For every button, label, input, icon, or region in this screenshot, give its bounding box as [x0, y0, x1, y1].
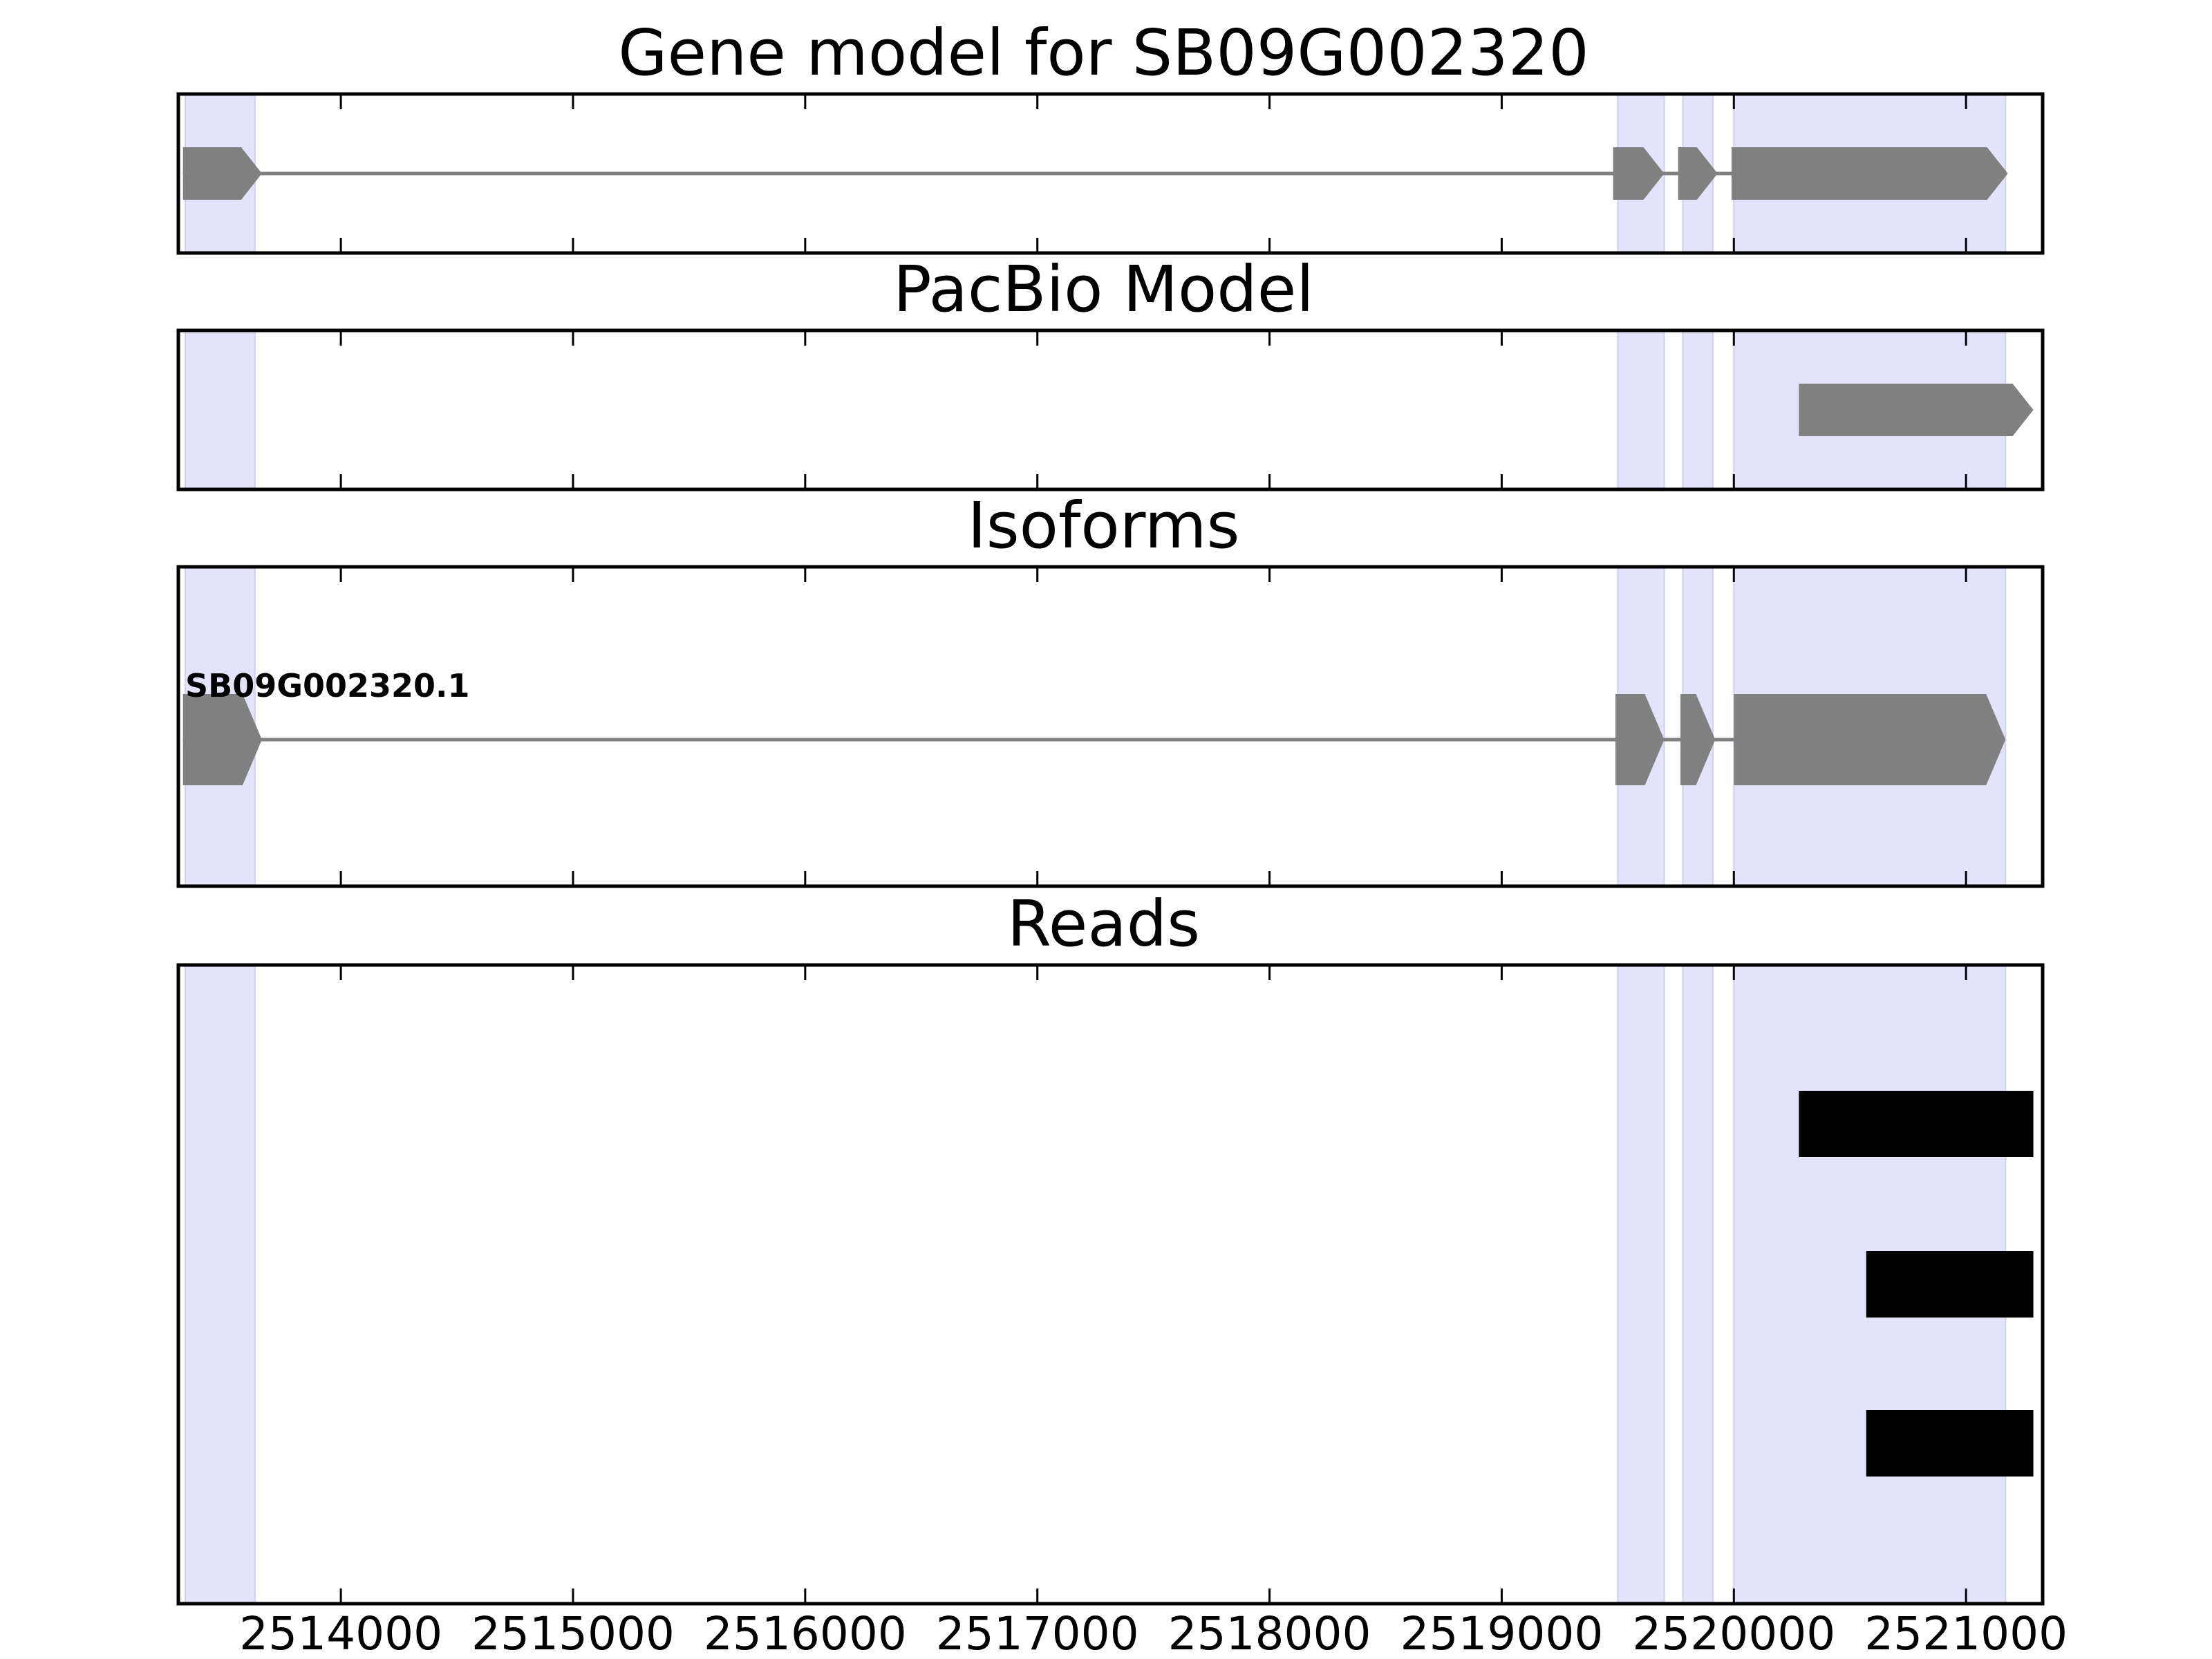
x-tick-label: 2519000	[1400, 1607, 1603, 1659]
x-tick-label: 2520000	[1632, 1607, 1835, 1659]
panel-frame	[176, 963, 2045, 1606]
exon-block	[1678, 147, 1718, 200]
x-tick-label: 2518000	[1168, 1607, 1371, 1659]
exon-block	[1680, 694, 1716, 785]
x-tick-label: 2521000	[1864, 1607, 2068, 1659]
exon-block	[1615, 694, 1665, 785]
isoform-label: SB09G002320.1	[185, 667, 469, 704]
panel-frame	[176, 92, 2045, 255]
exon-highlight-band	[185, 330, 256, 490]
exon-highlight-band	[185, 964, 256, 1604]
panel-1: PacBio Model	[176, 252, 2045, 491]
read-bar	[1799, 1091, 2034, 1157]
exon-highlight-band	[1682, 964, 1714, 1604]
exon-highlight-band	[1682, 330, 1714, 490]
read-bar	[1866, 1410, 2034, 1477]
x-tick-label: 2515000	[471, 1607, 675, 1659]
panel-title: Reads	[1007, 887, 1200, 961]
exon-block	[1799, 384, 2034, 436]
panel-title: Isoforms	[968, 489, 1240, 563]
panel-2: SB09G002320.1 Isoforms	[176, 489, 2045, 888]
panel-frame	[176, 565, 2045, 888]
exon-block	[1731, 147, 2008, 200]
panel-0: Gene model for SB09G002320	[176, 16, 2045, 255]
exon-highlight-band	[1617, 964, 1665, 1604]
x-tick-label: 2516000	[704, 1607, 907, 1659]
x-tick-label: 2517000	[936, 1607, 1139, 1659]
read-bar	[1866, 1251, 2034, 1318]
exon-block	[182, 147, 262, 200]
panel-frame	[176, 328, 2045, 491]
exon-block	[1613, 147, 1665, 200]
panel-title: Gene model for SB09G002320	[618, 16, 1589, 90]
panel-3: Reads	[176, 887, 2045, 1606]
panel-title: PacBio Model	[893, 252, 1314, 326]
exon-block	[182, 694, 262, 785]
exon-block	[1734, 694, 2006, 785]
exon-highlight-band	[1617, 330, 1665, 490]
x-tick-label: 2514000	[239, 1607, 442, 1659]
